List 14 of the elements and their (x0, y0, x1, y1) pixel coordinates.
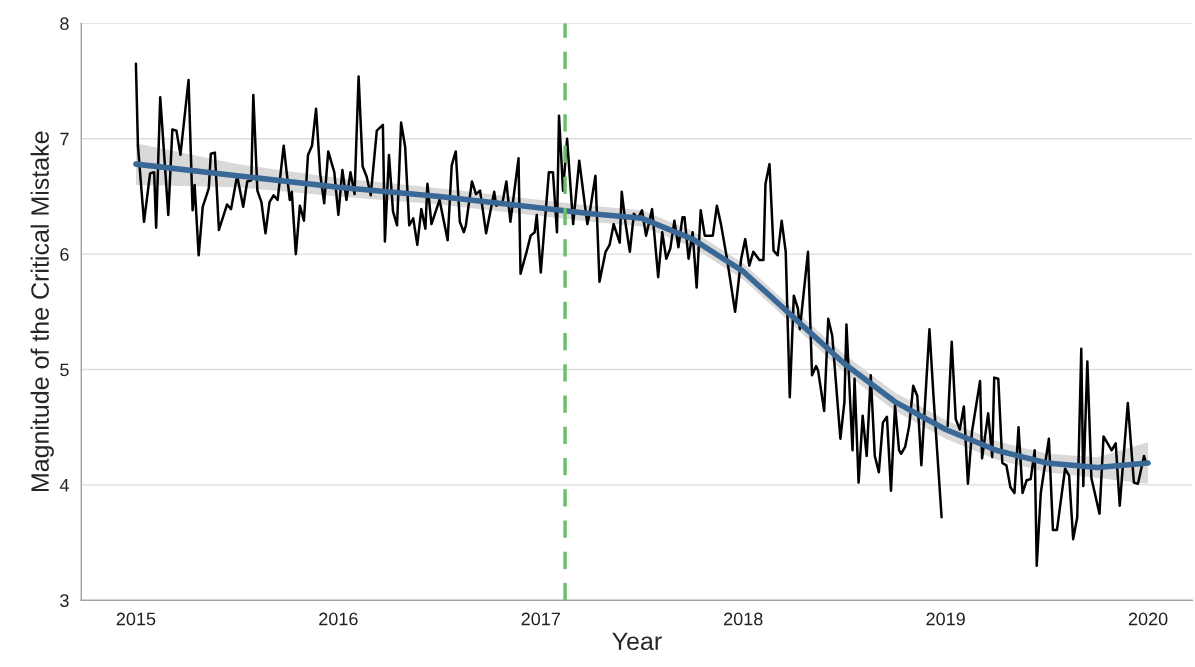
x-tick-label: 2020 (1128, 612, 1168, 626)
y-tick-label: 3 (60, 594, 69, 608)
y-tick-label: 6 (60, 248, 69, 261)
x-tick-label: 2019 (926, 612, 965, 626)
y-tick-label: 5 (60, 363, 69, 377)
y-axis-title: Magnitude of the Critical Mistake (30, 131, 54, 492)
x-tick-label: 2015 (116, 612, 156, 626)
y-tick-label: 8 (60, 17, 69, 31)
y-tick-label: 7 (60, 132, 69, 146)
x-tick-label: 2016 (319, 612, 358, 626)
x-tick-label: 2018 (724, 612, 763, 626)
x-axis-title: Year (612, 632, 662, 651)
x-tick-label: 2017 (521, 612, 560, 626)
y-tick-label: 4 (59, 479, 69, 492)
